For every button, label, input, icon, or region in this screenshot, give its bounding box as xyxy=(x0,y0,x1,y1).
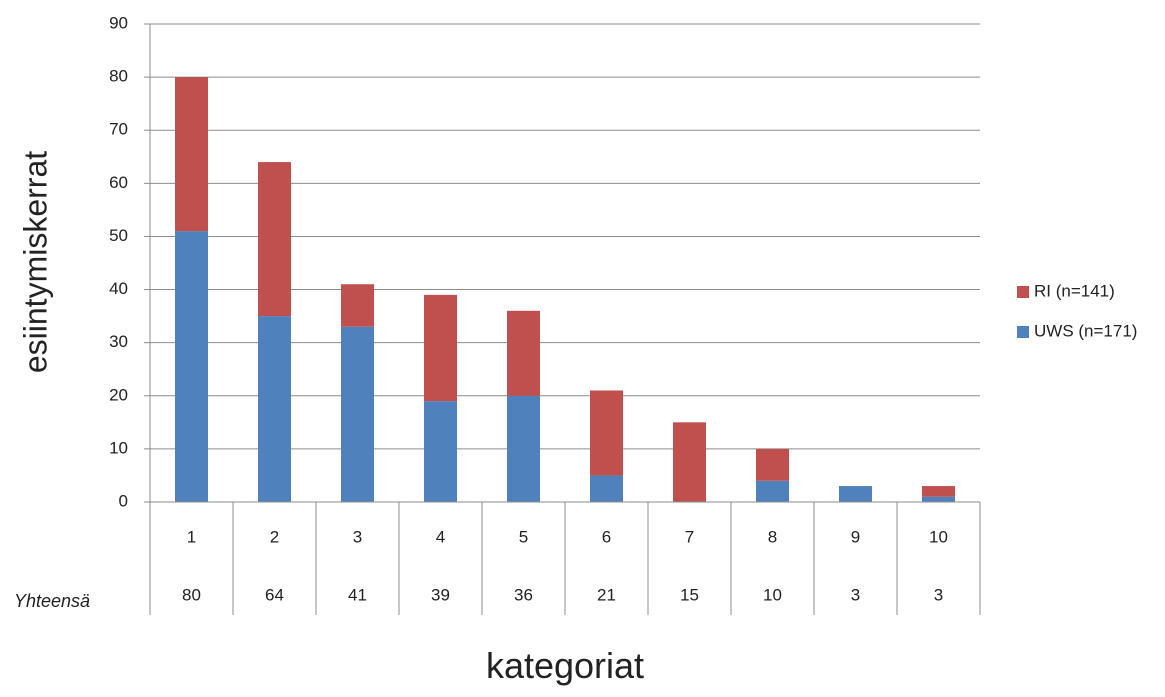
bar-segment xyxy=(341,284,374,327)
category-table: 1 80 2 64 3 41 4 39 5 36 6 21 7 15 8 10 9 3 10 3 Yhteensä xyxy=(14,502,981,615)
legend-swatch xyxy=(1017,286,1029,298)
bars xyxy=(175,77,955,502)
bar-segment xyxy=(756,448,789,481)
bar-segment xyxy=(839,486,872,502)
total-value: 21 xyxy=(597,585,616,604)
y-tick-label: 40 xyxy=(109,279,128,298)
y-axis-label: esiintymiskerrat xyxy=(17,151,53,373)
x-tick-label: 8 xyxy=(768,527,777,546)
y-tick-label: 90 xyxy=(109,13,128,32)
bar-segment xyxy=(258,316,291,502)
x-tick-label: 6 xyxy=(602,527,611,546)
y-tick-label: 10 xyxy=(109,438,128,457)
bar-segment xyxy=(922,496,955,502)
total-value: 36 xyxy=(514,585,533,604)
bar-segment xyxy=(424,401,457,502)
bar-segment xyxy=(922,486,955,497)
bar-segment xyxy=(756,480,789,502)
y-tick-label: 80 xyxy=(109,67,128,86)
y-tick-label: 60 xyxy=(109,173,128,192)
bar-segment xyxy=(673,422,706,502)
x-tick-label: 7 xyxy=(685,527,694,546)
x-axis-label: kategoriat xyxy=(486,645,644,686)
total-value: 3 xyxy=(851,585,860,604)
bar-segment xyxy=(590,475,623,502)
bar-segment xyxy=(175,231,208,502)
bar-segment xyxy=(507,310,540,396)
y-tick-label: 30 xyxy=(109,332,128,351)
legend-label: UWS (n=171) xyxy=(1034,321,1137,340)
bar-segment xyxy=(258,162,291,317)
x-tick-label: 5 xyxy=(519,527,528,546)
x-tick-label: 9 xyxy=(851,527,860,546)
total-value: 80 xyxy=(182,585,201,604)
x-tick-label: 2 xyxy=(270,527,279,546)
y-tick-label: 20 xyxy=(109,385,128,404)
x-tick-label: 3 xyxy=(353,527,362,546)
totals-row-label: Yhteensä xyxy=(14,591,90,611)
legend: RI (n=141) UWS (n=171) xyxy=(1017,281,1137,340)
x-tick-label: 1 xyxy=(187,527,196,546)
total-value: 64 xyxy=(265,585,284,604)
x-tick-label: 4 xyxy=(436,527,445,546)
total-value: 3 xyxy=(934,585,943,604)
bar-segment xyxy=(590,390,623,476)
bar-segment xyxy=(424,294,457,402)
y-tick-label: 0 xyxy=(119,491,128,510)
bar-segment xyxy=(341,326,374,502)
x-tick-label: 10 xyxy=(929,527,948,546)
total-value: 15 xyxy=(680,585,699,604)
legend-swatch xyxy=(1017,326,1029,338)
legend-label: RI (n=141) xyxy=(1034,281,1115,300)
total-value: 10 xyxy=(763,585,782,604)
y-tick-labels: 0 10 20 30 40 50 60 70 80 90 xyxy=(109,13,128,510)
bar-segment xyxy=(507,395,540,502)
y-tick-label: 50 xyxy=(109,226,128,245)
total-value: 39 xyxy=(431,585,450,604)
y-tick-label: 70 xyxy=(109,120,128,139)
total-value: 41 xyxy=(348,585,367,604)
bar-segment xyxy=(175,77,208,232)
